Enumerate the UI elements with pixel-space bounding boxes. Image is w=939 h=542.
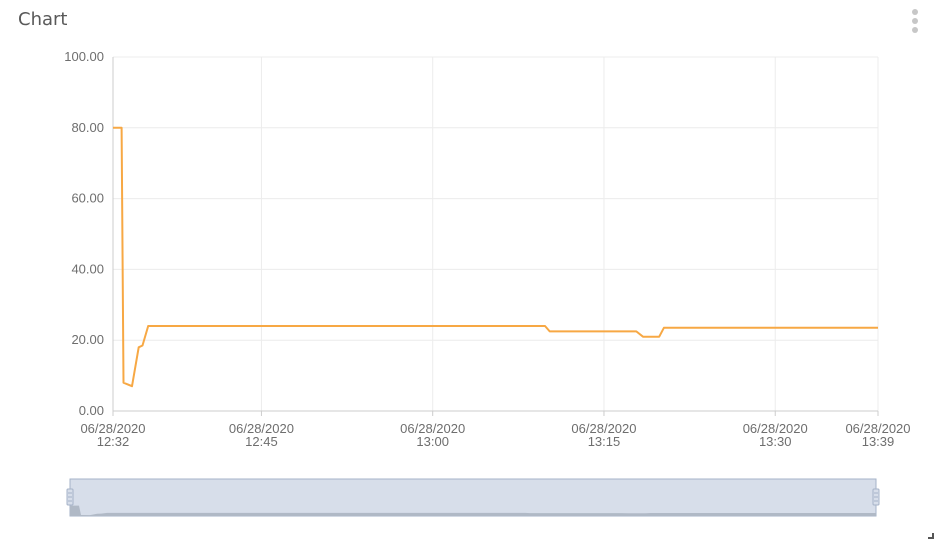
y-axis-ticks: 0.00 20.00 40.00 60.00 80.00 100.00 [64, 49, 104, 418]
y-tick-label: 100.00 [64, 49, 104, 64]
x-tick-time: 12:32 [97, 434, 130, 449]
y-tick-label: 0.00 [79, 403, 104, 418]
y-tick-label: 60.00 [71, 191, 104, 206]
zoom-track[interactable] [69, 478, 877, 517]
x-tick-date: 06/28/2020 [743, 421, 808, 436]
grid-lines [113, 56, 879, 411]
x-tick-time: 13:15 [588, 434, 621, 449]
x-axis-ticks: 06/28/202012:3206/28/202012:4506/28/2020… [80, 421, 910, 449]
more-vertical-icon[interactable] [909, 9, 921, 33]
chart-title: Chart [18, 9, 68, 30]
zoom-preview [70, 505, 876, 516]
x-tick-time: 12:45 [245, 434, 278, 449]
x-tick-date: 06/28/2020 [571, 421, 636, 436]
y-tick-label: 40.00 [71, 261, 104, 276]
y-tick-label: 20.00 [71, 332, 104, 347]
resize-corner-icon[interactable] [928, 533, 934, 539]
x-tick-date: 06/28/2020 [400, 421, 465, 436]
series-line [113, 126, 878, 388]
x-tick-date: 06/28/2020 [229, 421, 294, 436]
axes [112, 57, 879, 416]
x-tick-date: 06/28/2020 [845, 421, 910, 436]
series-layer [113, 126, 878, 388]
x-tick-date: 06/28/2020 [80, 421, 145, 436]
x-tick-time: 13:39 [862, 434, 895, 449]
data-zoom-slider [66, 478, 880, 517]
x-tick-time: 13:30 [759, 434, 792, 449]
y-tick-label: 80.00 [71, 120, 104, 135]
x-tick-time: 13:00 [416, 434, 449, 449]
